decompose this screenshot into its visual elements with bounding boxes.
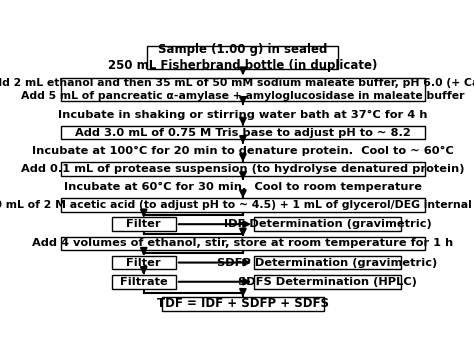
Text: Incubate at 100°C for 20 min to denature protein.  Cool to ~ 60°C: Incubate at 100°C for 20 min to denature…: [32, 146, 454, 156]
Text: IDF Determination (gravimetric): IDF Determination (gravimetric): [224, 219, 431, 229]
Text: Filter: Filter: [127, 257, 161, 268]
FancyBboxPatch shape: [61, 236, 425, 250]
Text: Incubate at 60°C for 30 min.  Cool to room temperature: Incubate at 60°C for 30 min. Cool to roo…: [64, 182, 422, 192]
FancyBboxPatch shape: [254, 275, 401, 289]
FancyBboxPatch shape: [162, 297, 324, 310]
FancyBboxPatch shape: [61, 198, 425, 212]
FancyBboxPatch shape: [111, 217, 176, 231]
Text: SDFS Determination (HPLC): SDFS Determination (HPLC): [238, 277, 417, 287]
FancyBboxPatch shape: [254, 256, 401, 269]
FancyBboxPatch shape: [147, 46, 338, 69]
Text: Add 0.1 mL of protease suspension (to hydrolyse denatured protein): Add 0.1 mL of protease suspension (to hy…: [21, 164, 465, 174]
FancyBboxPatch shape: [61, 78, 425, 100]
Text: Sample (1.00 g) in sealed
250 mL Fisherbrand bottle (in duplicate): Sample (1.00 g) in sealed 250 mL Fisherb…: [108, 43, 378, 72]
FancyBboxPatch shape: [254, 217, 401, 231]
Text: Filter: Filter: [127, 219, 161, 229]
FancyBboxPatch shape: [111, 275, 176, 289]
FancyBboxPatch shape: [61, 126, 425, 140]
Text: Add 4.0 mL of 2 M acetic acid (to adjust pH to ~ 4.5) + 1 mL of glycerol/DEG int: Add 4.0 mL of 2 M acetic acid (to adjust…: [0, 200, 474, 210]
Text: Add 4 volumes of ethanol, stir, store at room temperature for 1 h: Add 4 volumes of ethanol, stir, store at…: [32, 239, 454, 248]
Text: SDFP Determination (gravimetric): SDFP Determination (gravimetric): [217, 257, 438, 268]
Text: Filtrate: Filtrate: [120, 277, 168, 287]
Text: Add 2 mL ethanol and then 35 mL of 50 mM sodium maleate buffer, pH 6.0 (+ CaCl₂): Add 2 mL ethanol and then 35 mL of 50 mM…: [0, 78, 474, 100]
FancyBboxPatch shape: [111, 256, 176, 269]
Text: TDF = IDF + SDFP + SDFS: TDF = IDF + SDFP + SDFS: [157, 297, 329, 310]
Text: Add 3.0 mL of 0.75 M Tris base to adjust pH to ~ 8.2: Add 3.0 mL of 0.75 M Tris base to adjust…: [75, 128, 411, 138]
Text: Incubate in shaking or stirring water bath at 37°C for 4 h: Incubate in shaking or stirring water ba…: [58, 110, 428, 120]
FancyBboxPatch shape: [61, 162, 425, 176]
